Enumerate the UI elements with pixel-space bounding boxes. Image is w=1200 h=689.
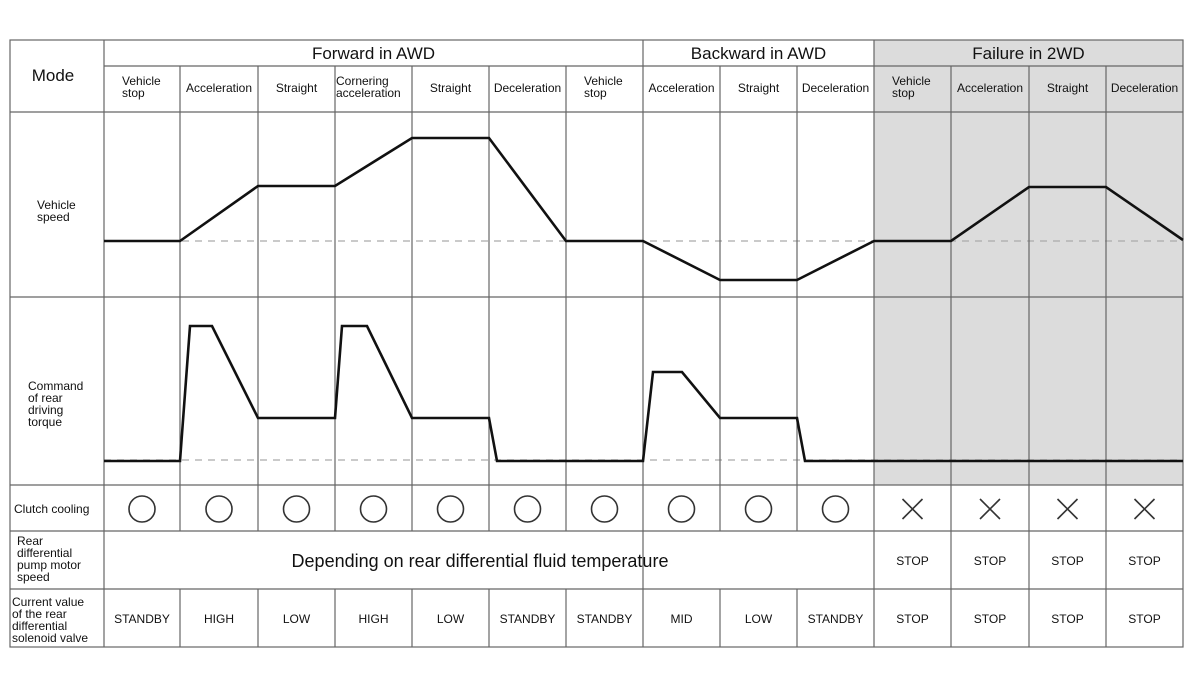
rear-driving-torque-curve: [104, 324, 1183, 463]
phase-label: Acceleration: [957, 81, 1023, 95]
pump-speed-value: STOP: [1051, 554, 1083, 568]
cooling-on-circle-icon: [282, 495, 311, 523]
cooling-off-cross-icon: [979, 498, 1001, 520]
phase-label: Straight: [1047, 81, 1089, 95]
solenoid-current-value: MID: [671, 612, 693, 626]
mode-group-labels: Forward in AWD Backward in AWD Failure in …: [312, 44, 1085, 63]
solenoid-current-value: STANDBY: [577, 612, 633, 626]
row-label-pump-speed: differential: [17, 546, 72, 560]
phase-label: Deceleration: [802, 81, 869, 95]
phase-label: Deceleration: [494, 81, 561, 95]
solenoid-current-value: STOP: [1128, 612, 1160, 626]
row-label-rear-torque: Command: [28, 379, 83, 393]
phase-label: Vehicle: [892, 74, 931, 88]
group-label: Forward in AWD: [312, 44, 435, 63]
row-label-solenoid-current: differential: [12, 619, 67, 633]
pump-speed-awd-text: Depending on rear differential fluid tem…: [292, 551, 669, 571]
solenoid-current-value: LOW: [283, 612, 311, 626]
row-label-rear-torque: of rear: [28, 391, 63, 405]
row-label-vehicle-speed: speed: [37, 210, 70, 224]
phase-label: Acceleration: [648, 81, 714, 95]
solenoid-current-value: STOP: [1051, 612, 1083, 626]
group-label: Backward in AWD: [691, 44, 826, 63]
cooling-off-cross-icon: [1133, 498, 1156, 520]
row-label-pump-speed: speed: [17, 570, 50, 584]
solenoid-current-value: STANDBY: [114, 612, 170, 626]
solenoid-current-value: STOP: [974, 612, 1006, 626]
solenoid-current-value: STANDBY: [808, 612, 864, 626]
row-label-solenoid-current: solenoid valve: [12, 631, 88, 645]
phase-label: Vehicle: [584, 74, 623, 88]
cooling-off-cross-icon: [901, 498, 924, 520]
phase-label: Deceleration: [1111, 81, 1178, 95]
row-label-solenoid-current: Current value: [12, 595, 84, 609]
pump-speed-value: STOP: [896, 554, 928, 568]
phase-label: Straight: [430, 81, 472, 95]
solenoid-current-value: HIGH: [359, 612, 389, 626]
solenoid-current-value: LOW: [745, 612, 773, 626]
cooling-on-circle-icon: [436, 495, 465, 523]
cooling-on-circle-icon: [667, 495, 696, 523]
cooling-off-cross-icon: [1056, 498, 1079, 520]
pump-speed-value: STOP: [974, 554, 1006, 568]
group-label: Failure in 2WD: [972, 44, 1084, 63]
solenoid-current-value: STANDBY: [500, 612, 556, 626]
cooling-on-circle-icon: [128, 495, 156, 523]
row-label-vehicle-speed: Vehicle: [37, 198, 76, 212]
phase-label: Straight: [738, 81, 780, 95]
phase-label: acceleration: [336, 86, 401, 100]
row-label-solenoid-current: of the rear: [12, 607, 67, 621]
phase-label: Straight: [276, 81, 318, 95]
cooling-on-circle-icon: [513, 495, 542, 523]
phase-label: Acceleration: [186, 81, 252, 95]
row-label-pump-speed: Rear: [17, 534, 43, 548]
row-label-pump-speed: pump motor: [17, 558, 81, 572]
table-border: [9, 39, 1184, 648]
clutch-cooling-symbols: [128, 495, 1156, 523]
phase-label: stop: [892, 86, 915, 100]
cooling-on-circle-icon: [205, 495, 233, 523]
pump-speed-value: STOP: [1128, 554, 1160, 568]
vehicle-speed-curve: [104, 136, 1184, 282]
phase-label: stop: [584, 86, 607, 100]
cooling-on-circle-icon: [590, 495, 619, 523]
mode-label: Mode: [32, 66, 75, 85]
solenoid-current-value: STOP: [896, 612, 928, 626]
phase-label: Vehicle: [122, 74, 161, 88]
phase-label: Cornering: [336, 74, 389, 88]
phase-label: stop: [122, 86, 145, 100]
cooling-on-circle-icon: [821, 495, 850, 523]
solenoid-current-value: LOW: [437, 612, 465, 626]
row-label-clutch-cooling: Clutch cooling: [14, 502, 89, 516]
row-label-rear-torque: driving: [28, 403, 63, 417]
pump-speed-failure-values: STOP STOP STOP STOP: [896, 554, 1160, 568]
cooling-on-circle-icon: [744, 495, 773, 523]
row-label-rear-torque: torque: [28, 415, 62, 429]
solenoid-current-values: STANDBY HIGH LOW HIGH LOW STANDBY STANDBY MID LO…: [114, 612, 1161, 626]
solenoid-current-value: HIGH: [204, 612, 234, 626]
cooling-on-circle-icon: [359, 495, 388, 523]
